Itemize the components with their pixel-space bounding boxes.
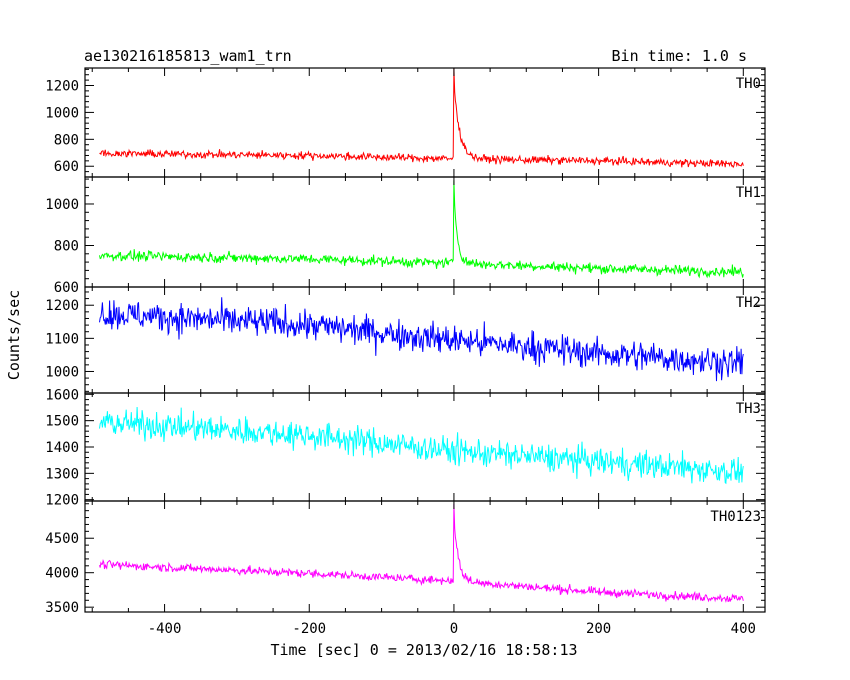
y-tick-label: 1000 (45, 364, 79, 380)
panel-label-th0123: TH0123 (710, 509, 761, 525)
panel-frame (84, 286, 766, 394)
y-tick-label: 1000 (45, 105, 79, 121)
series-line-th0123 (99, 503, 744, 603)
y-tick-label: 4000 (45, 566, 79, 582)
panel-th3: TH3 1200 1300 1400 1500 1600 (45, 387, 766, 509)
panel-label-th3: TH3 (736, 401, 761, 417)
x-tick-label: -200 (292, 621, 326, 637)
panel-th1: TH1 600 800 1000 (45, 176, 766, 296)
series-line-th2 (99, 297, 744, 382)
y-tick-label: 4500 (45, 531, 79, 547)
y-tick-label: 1100 (45, 331, 79, 347)
y-axis-label: Counts/sec (5, 290, 23, 380)
y-tick-label: 1200 (45, 298, 79, 314)
series-line-th0 (99, 68, 744, 169)
panel-label-th1: TH1 (736, 185, 761, 201)
y-tick-label: 3500 (45, 600, 79, 616)
y-tick-label: 800 (54, 238, 79, 254)
panel-th0123: TH0123 3500 4000 4500 (45, 500, 766, 616)
panel-th2: TH2 1000 1100 1200 (45, 286, 766, 394)
y-tick-label: 800 (54, 132, 79, 148)
y-tick-label: 1600 (45, 387, 79, 403)
x-tick-label: 0 (450, 621, 458, 637)
y-tick-label: 1200 (45, 493, 79, 509)
x-axis: -400 -200 0 200 400 (148, 621, 756, 637)
panel-label-th2: TH2 (736, 295, 761, 311)
y-tick-label: 1200 (45, 78, 79, 94)
bin-time-label: Bin time: 1.0 s (612, 47, 747, 65)
x-tick-label: 200 (586, 621, 611, 637)
x-tick-label: 400 (731, 621, 756, 637)
panel-th0: TH0 600 800 1000 1200 (45, 67, 766, 178)
y-tick-label: 600 (54, 159, 79, 175)
x-axis-label: Time [sec] 0 = 2013/02/16 18:58:13 (270, 641, 577, 659)
series-line-th3 (99, 406, 744, 485)
panel-label-th0: TH0 (736, 76, 761, 92)
y-tick-label: 1000 (45, 197, 79, 213)
series-line-th1 (99, 180, 744, 279)
y-tick-label: 600 (54, 280, 79, 296)
panel-frame (84, 500, 766, 613)
x-tick-label: -400 (148, 621, 182, 637)
y-tick-label: 1500 (45, 414, 79, 430)
panels-group: TH0 600 800 1000 1200 TH1 600 800 1000 TH2 1000 110… (45, 67, 766, 616)
y-tick-label: 1400 (45, 440, 79, 456)
figure-title: ae130216185813_wam1_trn (84, 47, 292, 65)
y-tick-label: 1300 (45, 466, 79, 482)
